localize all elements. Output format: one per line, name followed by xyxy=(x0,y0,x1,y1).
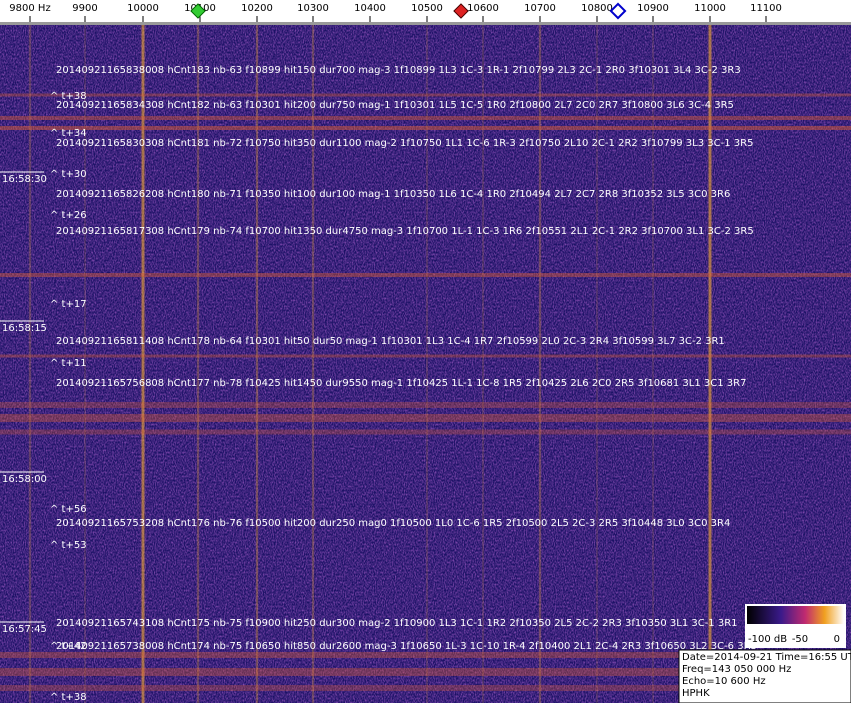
time-label: 16:58:15 xyxy=(2,323,47,334)
annotation: ^ t+30 xyxy=(50,169,87,180)
band xyxy=(0,429,851,435)
signal-traces xyxy=(0,24,851,703)
annotation: ^ t+53 xyxy=(50,540,87,551)
annotations: 20140921165838008 hCnt183 nb-63 f10899 h… xyxy=(50,65,757,703)
trace xyxy=(652,24,654,703)
info-line: HPHK xyxy=(682,688,710,699)
annotation: 20140921165756808 hCnt177 nb-78 f10425 h… xyxy=(56,378,746,389)
freq-label: 10800 xyxy=(581,3,613,14)
marker-green[interactable] xyxy=(190,3,206,19)
colorbar xyxy=(747,606,844,624)
trace xyxy=(311,24,315,703)
band xyxy=(0,126,851,130)
annotation: ^ t+38 xyxy=(50,91,87,102)
freq-label: 11000 xyxy=(694,3,726,14)
band xyxy=(0,402,851,408)
band xyxy=(0,414,851,422)
time-label: 16:57:45 xyxy=(2,624,47,635)
colorbar-label: -100 dB xyxy=(748,634,787,645)
info-line: Echo=10 600 Hz xyxy=(682,676,766,687)
annotation: ^ t+34 xyxy=(50,128,87,139)
colorbar-label: -50 xyxy=(792,634,808,645)
colorbar-label: 0 xyxy=(834,634,840,645)
freq-label: 10000 xyxy=(127,3,159,14)
annotation: 20140921165753208 hCnt176 nb-76 f10500 h… xyxy=(56,518,730,529)
band xyxy=(0,273,851,277)
freq-label: 10700 xyxy=(524,3,556,14)
trace xyxy=(482,24,484,703)
annotation: 20140921165834308 hCnt182 nb-63 f10301 h… xyxy=(56,100,734,111)
annotation: ^ t+26 xyxy=(50,210,87,221)
trace xyxy=(538,24,542,703)
band xyxy=(0,668,851,676)
annotation: 20140921165838008 hCnt183 nb-63 f10899 h… xyxy=(56,65,741,76)
freq-label: 10500 xyxy=(411,3,443,14)
freq-label: 9800 Hz xyxy=(9,3,50,14)
annotation: 20140921165826208 hCnt180 nb-71 f10350 h… xyxy=(56,189,730,200)
annotation: ^ t+17 xyxy=(50,299,87,310)
annotation: ^ t+56 xyxy=(50,504,87,515)
trace xyxy=(84,24,86,703)
trace xyxy=(707,24,713,703)
info-line: Freq=143 050 000 Hz xyxy=(682,664,791,675)
band xyxy=(0,354,851,358)
time-label: 16:58:00 xyxy=(2,474,47,485)
freq-label: 10300 xyxy=(297,3,329,14)
band xyxy=(0,685,851,691)
time-labels: 16:58:30 16:58:15 16:58:00 16:57:45 xyxy=(0,171,47,635)
band xyxy=(0,93,851,97)
time-label: 16:58:30 xyxy=(2,174,47,185)
trace xyxy=(596,24,598,703)
trace xyxy=(28,24,32,703)
axis-rule xyxy=(0,22,851,25)
info-line: Date=2014-09-21 Time=16:55 UTC xyxy=(682,652,851,663)
freq-label: 11100 xyxy=(750,3,782,14)
waterfall-noise xyxy=(0,24,851,703)
annotation: 20140921165743108 hCnt175 nb-75 f10900 h… xyxy=(56,618,738,629)
annotation: ^ t+11 xyxy=(50,358,87,369)
freq-axis xyxy=(0,0,851,22)
annotation: 20140921165738008 hCnt174 nb-75 f10650 h… xyxy=(56,641,757,652)
trace xyxy=(426,24,428,703)
annotation: 20140921165817308 hCnt179 nb-74 f10700 h… xyxy=(56,226,754,237)
band xyxy=(0,116,851,120)
annotation: 20140921165811408 hCnt178 nb-64 f10301 h… xyxy=(56,336,725,347)
trace xyxy=(140,24,146,703)
band xyxy=(0,652,851,658)
trace xyxy=(255,24,259,703)
annotation: ^ t+38 xyxy=(50,692,87,703)
marker-red[interactable] xyxy=(453,3,469,19)
freq-label: 10600 xyxy=(467,3,499,14)
freq-label: 10200 xyxy=(241,3,273,14)
freq-label: 10900 xyxy=(637,3,669,14)
annotation: 20140921165830308 hCnt181 nb-72 f10750 h… xyxy=(56,138,753,149)
annotation: ^ t+42 xyxy=(50,641,87,652)
trace xyxy=(196,24,200,703)
freq-label: 10400 xyxy=(354,3,386,14)
marker-blue[interactable] xyxy=(609,2,627,20)
freq-label: 9900 xyxy=(72,3,97,14)
info-box xyxy=(678,649,851,703)
